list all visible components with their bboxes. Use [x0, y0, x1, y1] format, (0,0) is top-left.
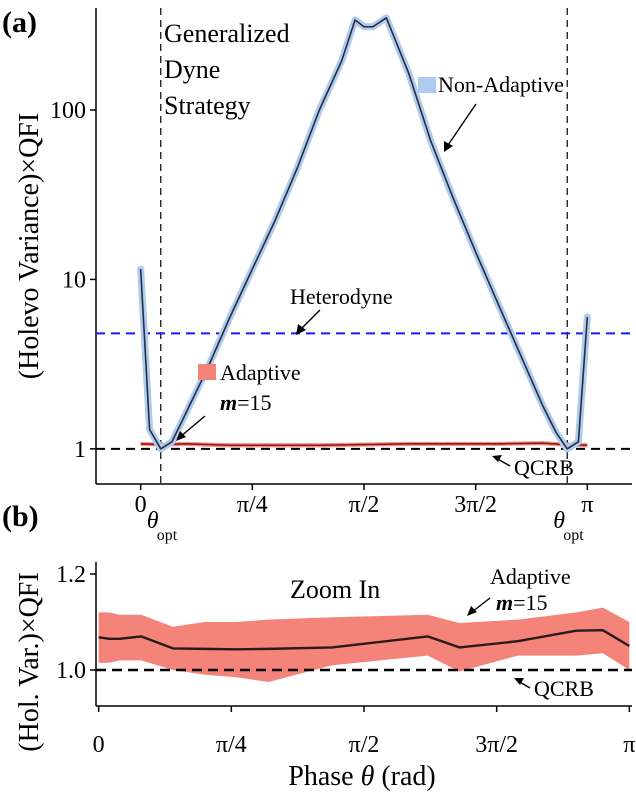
panel-b-y-tick-label-1: 1.2 — [56, 562, 86, 588]
panel-a-y-axis-title: (Holevo Variance)×QFI — [14, 113, 45, 379]
qcrb-label-a: QCRB — [514, 455, 574, 480]
panel-a-y-tick-label-2: 100 — [50, 98, 86, 124]
panel-b-x-tick-label-0: 0 — [93, 732, 105, 758]
panel-b-y-axis-title: (Hol. Var.)×QFI — [14, 572, 45, 751]
panel-a-label: (a) — [2, 6, 37, 39]
panel-b-x-tick-label-4: π — [623, 732, 635, 758]
panel-a-x-tick-label-3: 3π/2 — [454, 492, 497, 518]
adaptive-m-var: m — [220, 390, 237, 415]
heterodyne-label: Heterodyne — [290, 284, 393, 309]
panel-b-x-tick-label-2: π/2 — [349, 732, 380, 758]
adaptive-m-var-b: m — [496, 590, 513, 615]
panel-a-y-tick-label-1: 10 — [62, 267, 86, 293]
panel-b-plot-area — [96, 607, 632, 682]
x-axis-title-suffix: (rad) — [374, 761, 435, 792]
non-adaptive-legend-label: Non-Adaptive — [438, 72, 564, 97]
panel-a-x-tick-label-2: π/2 — [349, 492, 380, 518]
panel-a-x-ticks: 0 π/4 π/2 3π/2 π — [135, 484, 593, 518]
adaptive-line-b — [98, 628, 630, 651]
x-axis-title-var: θ — [361, 761, 375, 792]
panel-a-plot-area — [96, 8, 632, 484]
adaptive-arrowhead-b — [467, 606, 477, 616]
panel-a-x-tick-label-1: π/4 — [237, 492, 268, 518]
theta-opt-symbol-1: θ — [553, 508, 565, 534]
adaptive-arrow-b — [471, 597, 491, 613]
qcrb-arrowhead-a — [492, 455, 502, 462]
qcrb-label-b: QCRB — [534, 676, 594, 701]
heterodyne-arrowhead — [296, 324, 306, 335]
theta-opt-symbol-0: θ — [147, 508, 159, 534]
panel-a-title-line-1: Generalized — [164, 19, 290, 48]
adaptive-legend-label: Adaptive — [220, 360, 301, 385]
adaptive-m-value-b: =15 — [513, 590, 547, 615]
adaptive-label-b: Adaptive — [490, 564, 571, 589]
adaptive-arrow — [179, 415, 206, 438]
panel-b-x-axis-title: Phase θ (rad) — [288, 761, 436, 792]
x-axis-title-prefix: Phase — [288, 761, 360, 792]
adaptive-legend-swatch — [198, 364, 216, 380]
non-adaptive-line — [139, 17, 589, 450]
panel-b-x-tick-label-3: 3π/2 — [475, 732, 518, 758]
adaptive-arrowhead — [176, 431, 186, 441]
panel-b-title: Zoom In — [290, 575, 380, 604]
panel-b-x-ticks: 0 π/4 π/2 3π/2 π — [93, 706, 635, 758]
panel-a-x-tick-label-4: π — [581, 492, 593, 518]
heterodyne-arrow — [299, 309, 321, 331]
panel-b-y-ticks: 1.0 1.2 — [56, 562, 96, 684]
panel-a: (a) 1 10 100 0 π/4 π/2 3π/2 π (Holevo Variance… — [2, 6, 632, 544]
panel-b: (b) 1.01.2 0 π/4 π/2 3π/2 π (Hol. Var.)×QFI … — [2, 500, 635, 792]
theta-opt-subscript-0: opt — [157, 527, 178, 544]
adaptive-m-label-b: m=15 — [496, 590, 548, 615]
panel-b-y-tick-label-0: 1.0 — [56, 658, 86, 684]
panel-a-title-line-3: Strategy — [164, 91, 251, 120]
panel-a-title-line-2: Dyne — [164, 55, 220, 84]
non-adaptive-arrow — [445, 103, 477, 149]
panel-a-y-tick-label-0: 1 — [74, 437, 86, 463]
theta-opt-subscript-1: opt — [563, 527, 584, 544]
panel-a-x-tick-label-0: 0 — [135, 492, 147, 518]
panel-b-label: (b) — [2, 500, 39, 533]
adaptive-m-value: =15 — [237, 390, 271, 415]
non-adaptive-arrowhead — [444, 141, 453, 152]
adaptive-line-a — [140, 442, 588, 447]
qcrb-arrowhead-b — [514, 678, 524, 685]
non-adaptive-legend-swatch — [418, 77, 436, 93]
adaptive-m-label: m=15 — [220, 390, 272, 415]
panel-b-x-tick-label-1: π/4 — [216, 732, 247, 758]
panel-a-y-ticks: 1 10 100 — [50, 98, 96, 463]
